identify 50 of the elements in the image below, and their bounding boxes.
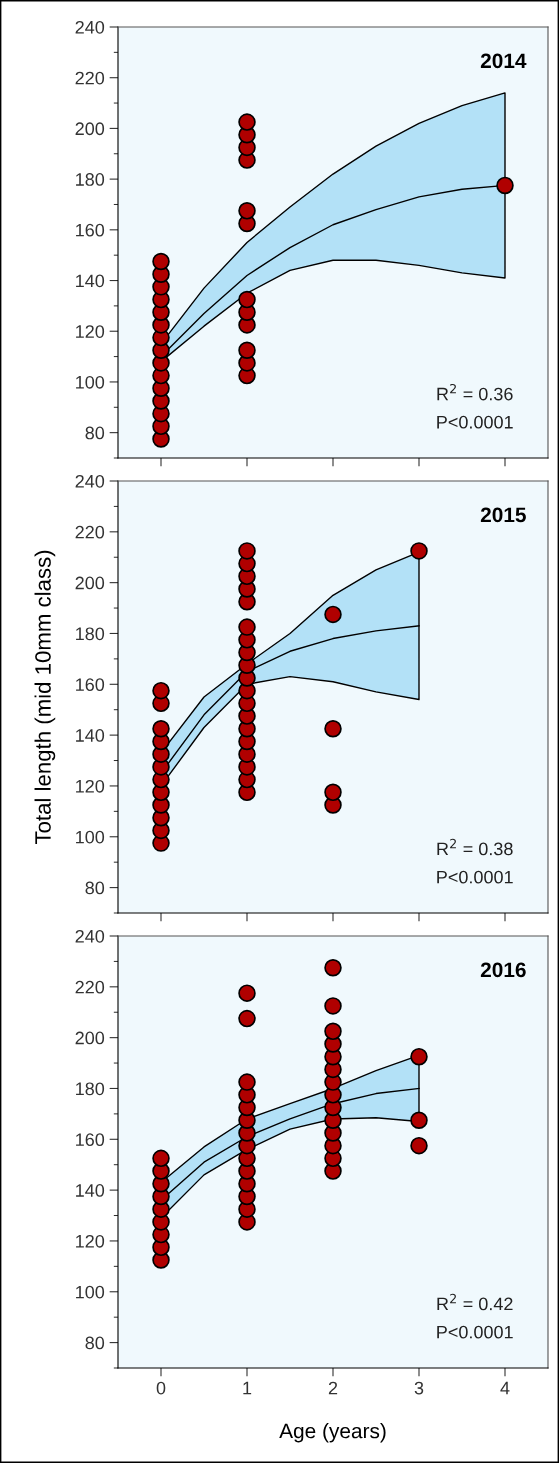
point	[238, 1009, 256, 1028]
x-tick-label: 1	[243, 1381, 252, 1395]
y-tick-label: 160	[76, 678, 105, 692]
y-tick-label: 180	[76, 1082, 105, 1096]
y-tick-label: 220	[75, 980, 105, 994]
y-tick-label: 160	[76, 223, 105, 237]
x-tick-label: 3	[414, 1381, 424, 1395]
point	[410, 542, 428, 560]
text: 2014	[480, 53, 527, 69]
y-tick-label: 140	[76, 729, 105, 742]
point	[324, 783, 342, 802]
x-axis-title: Age (years)	[279, 1423, 386, 1443]
point	[324, 959, 342, 977]
y-tick-label: 120	[76, 779, 105, 793]
annotation: P<0.0001	[437, 415, 513, 429]
y-tick-label: 160	[76, 1133, 105, 1147]
y-tick-label: 220	[75, 525, 105, 539]
annotation: P<0.0001	[437, 870, 513, 884]
y-tick-label: 200	[75, 1031, 105, 1045]
y-tick-label: 120	[76, 1234, 105, 1248]
y-tick-label: 100	[76, 375, 105, 389]
x-tick-label: 4	[500, 1381, 510, 1395]
y-tick-label: 240	[75, 474, 105, 488]
y-tick-label: 140	[76, 1184, 105, 1197]
text: 2015	[480, 507, 526, 523]
y-tick-label: 200	[75, 576, 105, 590]
point	[324, 1022, 342, 1041]
y-tick-label: 200	[75, 122, 105, 136]
y-tick-label: 180	[76, 173, 105, 186]
y-tick-label: 80	[85, 881, 105, 895]
annotation: P<0.0001	[437, 1325, 513, 1339]
annotation: R$^{2}$ = 0.38	[437, 838, 513, 856]
y-tick-label: 240	[75, 929, 105, 943]
x-tick-label: 2	[328, 1381, 338, 1395]
y-tick-label: 140	[76, 274, 105, 288]
y-tick-label: 80	[85, 1336, 105, 1350]
annotation: R$^{2}$ = 0.42	[437, 1293, 513, 1311]
y-tick-label: 240	[75, 20, 105, 34]
annotation: R$^{2}$ = 0.36	[437, 383, 513, 401]
y-axis-title: Total length (mid 10mm class)	[34, 550, 56, 845]
point	[324, 997, 342, 1015]
y-tick-label: 100	[76, 830, 105, 844]
x-tick-label: 0	[156, 1381, 166, 1395]
y-tick-label: 80	[85, 426, 105, 440]
y-tick-label: 220	[75, 71, 105, 85]
y-tick-label: 100	[76, 1285, 105, 1299]
point	[238, 984, 256, 1002]
y-tick-label: 120	[76, 325, 105, 338]
text: 2016	[480, 962, 526, 978]
y-tick-label: 180	[76, 627, 105, 641]
